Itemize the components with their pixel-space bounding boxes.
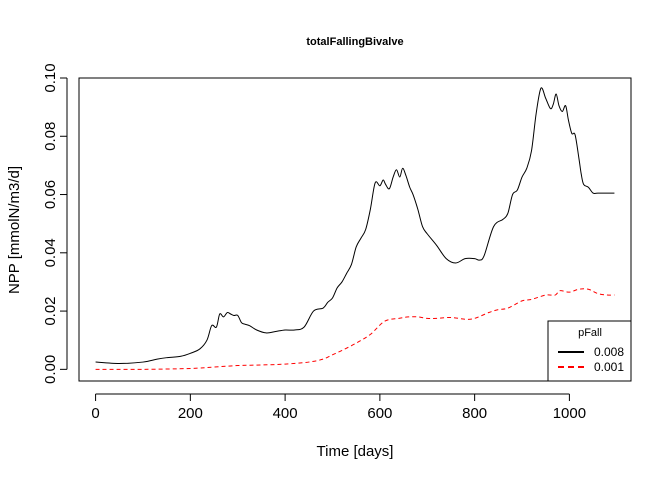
series-line-0008 — [95, 87, 615, 365]
y-axis-title: NPP [mmolN/m3/d] — [6, 166, 23, 294]
x-axis-title: Time [days] — [317, 443, 394, 460]
legend: pFall 0.008 0.001 — [547, 320, 632, 382]
x-tick-label: 400 — [273, 405, 298, 422]
x-tick-label: 200 — [178, 405, 203, 422]
series-layer — [95, 87, 615, 370]
y-tick-label: 0.02 — [42, 296, 59, 325]
y-tick-label: 0.06 — [42, 180, 59, 209]
y-tick-label: 0.10 — [42, 63, 59, 92]
series-line-0001 — [95, 288, 615, 370]
x-tick-label: 600 — [367, 405, 392, 422]
x-tick-label: 800 — [462, 405, 487, 422]
x-axis: 0 200 400 600 800 1000 — [91, 393, 586, 422]
y-tick-label: 0.08 — [42, 122, 59, 151]
x-tick-label: 1000 — [553, 405, 586, 422]
y-axis: 0.00 0.02 0.04 0.06 0.08 0.10 — [42, 63, 68, 384]
y-tick-label: 0.04 — [42, 238, 59, 267]
y-tick-label: 0.00 — [42, 355, 59, 384]
legend-label-0001: 0.001 — [594, 360, 624, 374]
legend-title: pFall — [578, 327, 602, 339]
x-tick-label: 0 — [91, 405, 99, 422]
legend-label-0008: 0.008 — [594, 345, 624, 359]
chart-title: totalFallingBivalve — [306, 36, 403, 48]
plot-area-frame — [78, 77, 632, 382]
